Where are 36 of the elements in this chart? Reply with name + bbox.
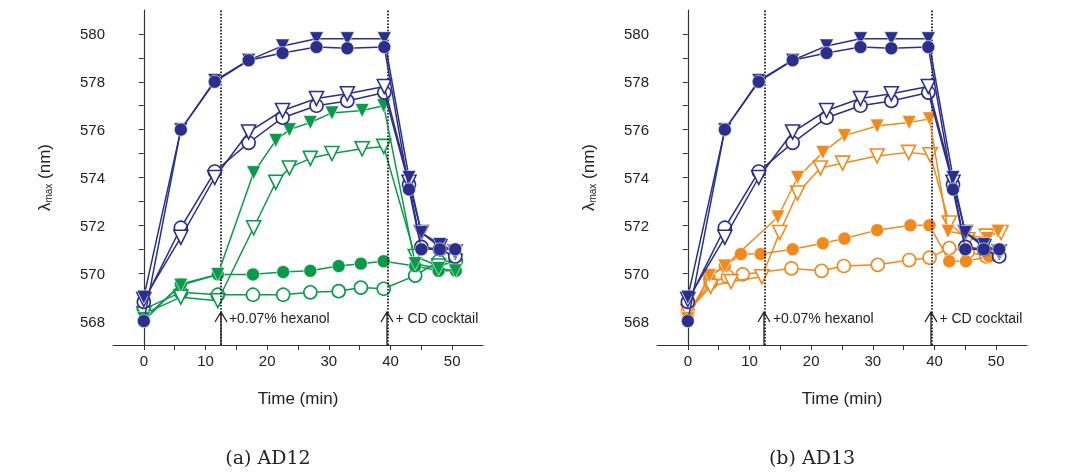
ref-line-label: + CD cocktail — [938, 310, 1022, 326]
x-tick-label: 20 — [258, 352, 276, 369]
y-tick-label: 568 — [623, 312, 649, 330]
text: (b) AD13 — [768, 445, 855, 468]
x-tick-label: 40 — [925, 352, 943, 369]
y-tick-label: 572 — [79, 216, 105, 234]
x-axis-title: Time (min) — [257, 389, 339, 408]
y-axis-title: λmax (nm) — [34, 143, 54, 212]
y-tick-label: 570 — [623, 264, 649, 282]
y-tick-label: 574 — [79, 169, 105, 186]
y-tick-label: 574 — [623, 169, 649, 186]
y-tick-label: 578 — [623, 73, 649, 91]
y-tick-label: 580 — [623, 25, 649, 43]
x-tick-label: 30 — [863, 352, 881, 369]
x-tick-label: 10 — [197, 352, 214, 369]
x-tick-label: 20 — [802, 352, 820, 369]
ref-line-label: +0.07% hexanol — [228, 310, 330, 326]
y-tick-label: 580 — [79, 25, 105, 43]
x-tick-label: 50 — [987, 352, 1005, 369]
x-axis-title: Time (min) — [801, 389, 882, 408]
y-tick-label: 568 — [79, 312, 105, 330]
x-tick-label: 50 — [443, 352, 461, 369]
y-tick-label: 576 — [79, 121, 105, 139]
x-tick-label: 0 — [139, 352, 149, 369]
x-tick-label: 0 — [683, 352, 692, 369]
ref-line-label: + CD cocktail — [395, 310, 479, 326]
x-tick-label: 40 — [382, 352, 399, 369]
y-tick-label: 572 — [623, 216, 649, 234]
ref-line-label: +0.07% hexanol — [772, 310, 874, 326]
y-tick-label: 570 — [79, 264, 105, 282]
x-tick-label: 30 — [320, 352, 338, 369]
y-tick-label: 578 — [79, 73, 105, 91]
text: (a) AD12 — [225, 445, 311, 468]
x-tick-label: 10 — [740, 352, 758, 369]
y-tick-label: 576 — [623, 121, 649, 139]
y-axis-title: λmax (nm) — [578, 143, 597, 212]
